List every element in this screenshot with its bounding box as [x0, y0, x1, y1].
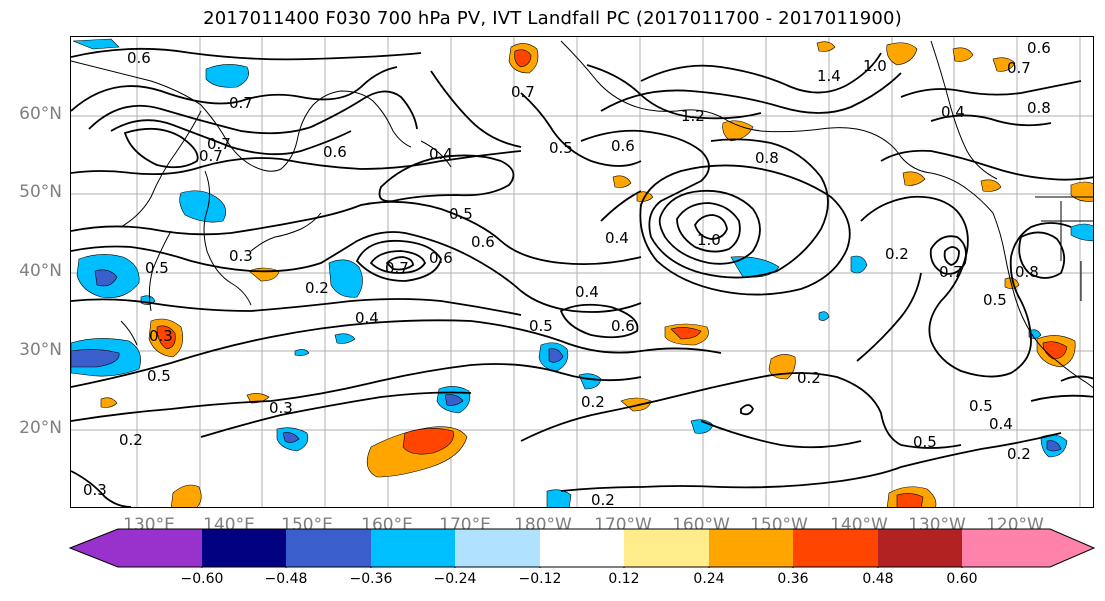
colorbar-segment	[962, 529, 1094, 567]
contour-label: 0.3	[229, 247, 253, 265]
lat-label-40n: 40°N	[19, 261, 62, 281]
colorbar-segment	[878, 529, 962, 567]
colorbar-tick-label: −0.24	[433, 571, 477, 587]
map-plot: 0.6 0.7 0.6 0.5 0.5 0.4 0.5 0.6 0.8 0.5 …	[71, 37, 1093, 508]
contour-label: 1.4	[817, 67, 841, 85]
contour-label: 0.2	[305, 279, 329, 297]
lat-label-30n: 30°N	[19, 340, 62, 360]
colorbar-segment	[286, 529, 371, 567]
contour-label: 0.8	[755, 149, 779, 167]
contour-label: 0.5	[969, 397, 993, 415]
contour-label: 0.4	[989, 415, 1013, 433]
contour-label: 0.3	[149, 327, 173, 345]
contour-label: 0.4	[941, 103, 965, 121]
map-panel: 0.6 0.7 0.6 0.5 0.5 0.4 0.5 0.6 0.8 0.5 …	[70, 36, 1094, 508]
contour-label: 1.0	[863, 57, 887, 75]
colorbar-tick-label: −0.48	[264, 571, 308, 587]
colorbar-tick-label: 0.24	[693, 571, 725, 587]
colorbar-tick-label: −0.60	[180, 571, 224, 587]
contour-label: 0.6	[1027, 39, 1051, 57]
contour-label: 0.2	[119, 431, 143, 449]
contour-label: 0.5	[549, 139, 573, 157]
contour-label: 0.5	[529, 317, 553, 335]
contour-label: 0.2	[885, 245, 909, 263]
lat-label-60n: 60°N	[19, 104, 62, 124]
contour-label: 1.2	[681, 107, 705, 125]
contour-label: 0.6	[429, 249, 453, 267]
contour-label: 0.6	[611, 317, 635, 335]
contour-label: 0.6	[611, 137, 635, 155]
colorbar-tick-label: 0.60	[946, 571, 978, 587]
colorbar-segment	[455, 529, 540, 567]
map-title: 2017011400 F030 700 hPa PV, IVT Landfall…	[203, 8, 902, 29]
contour-label: 0.7	[229, 94, 253, 112]
colorbar	[68, 528, 1096, 568]
contour-label: 0.5	[449, 205, 473, 223]
contour-label: 0.7	[199, 147, 223, 165]
colorbar-tick-label: −0.12	[518, 571, 562, 587]
colorbar-tick-label: 0.48	[862, 571, 894, 587]
contour-label: 0.8	[1015, 263, 1039, 281]
contour-label: 1.0	[697, 231, 721, 249]
contour-label: 0.5	[147, 367, 171, 385]
colorbar-segment	[540, 529, 624, 567]
colorbar-segment	[709, 529, 793, 567]
contour-label: 0.3	[83, 481, 107, 499]
contour-label: 0.7	[1007, 59, 1031, 77]
contour-label: 0.2	[581, 393, 605, 411]
contour-label: 0.2	[1007, 445, 1031, 463]
lat-label-20n: 20°N	[19, 418, 62, 438]
colorbar-segment	[202, 529, 286, 567]
contour-label: 0.4	[429, 145, 453, 163]
contour-label: 0.3	[269, 399, 293, 417]
contour-label: 0.2	[797, 369, 821, 387]
colorbar-segment	[371, 529, 455, 567]
contour-label: 0.6	[471, 233, 495, 251]
contour-label: 0.7	[207, 135, 231, 153]
contour-label: 0.4	[605, 229, 629, 247]
coastlines	[71, 40, 1093, 389]
graticule	[71, 37, 1093, 507]
shading-negative	[71, 38, 1093, 507]
colorbar-segment	[793, 529, 878, 567]
contour-label: 0.7	[385, 259, 409, 277]
contour-label: 0.4	[575, 283, 599, 301]
contour-label: 0.7	[939, 263, 963, 281]
contour-labels: 0.6 0.7 0.6 0.5 0.5 0.4 0.5 0.6 0.8 0.5 …	[83, 39, 1051, 508]
contour-label: 0.7	[511, 83, 535, 101]
contour-label: 0.4	[355, 309, 379, 327]
contour-label: 0.2	[591, 491, 615, 508]
colorbar-tick-label: −0.36	[349, 571, 393, 587]
contour-label: 0.5	[913, 433, 937, 451]
contour-label: 0.8	[1027, 99, 1051, 117]
contour-label: 0.6	[127, 49, 151, 67]
colorbar-tick-label: 0.36	[777, 571, 809, 587]
pv-contours	[71, 47, 1093, 507]
contour-label: 0.6	[323, 143, 347, 161]
contour-label: 0.5	[983, 291, 1007, 309]
colorbar-segment	[624, 529, 709, 567]
colorbar-tick-label: 0.12	[608, 571, 640, 587]
lat-label-50n: 50°N	[19, 182, 62, 202]
colorbar-segment	[70, 529, 202, 567]
contour-label: 0.5	[145, 259, 169, 277]
